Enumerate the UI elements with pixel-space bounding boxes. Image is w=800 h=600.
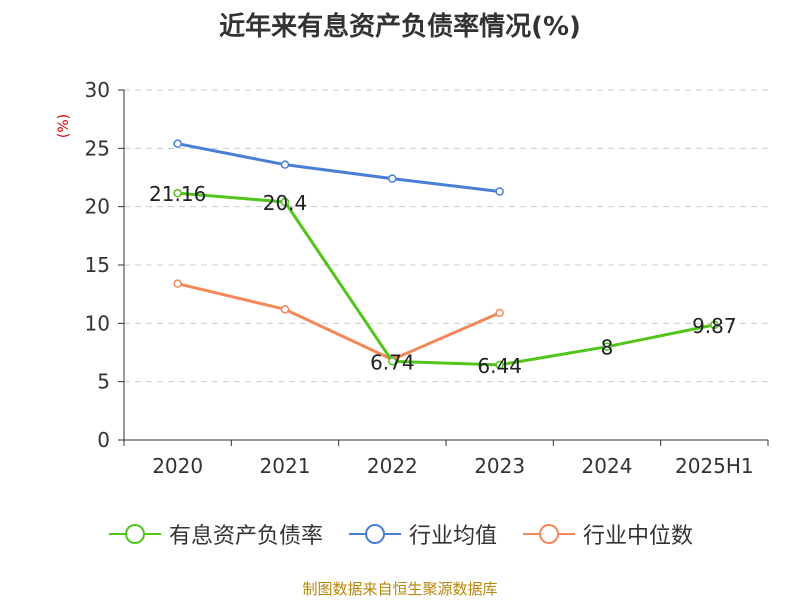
data-label: 8	[601, 336, 614, 360]
x-tick-label: 2022	[367, 454, 418, 478]
series-point	[495, 187, 504, 196]
series-point	[173, 139, 182, 148]
legend-swatch-icon	[523, 524, 575, 544]
legend-swatch-icon	[348, 524, 401, 544]
y-tick-label: 30	[85, 78, 110, 102]
series-line	[177, 142, 500, 193]
legend-label: 有息资产负债率	[168, 524, 323, 549]
legend-label: 行业均值	[408, 524, 497, 549]
series-point	[173, 188, 182, 198]
x-tick-label: 2020	[152, 454, 203, 478]
data-label: 20.4	[263, 191, 308, 215]
series-line	[177, 191, 715, 367]
label-layer: 21.16 20.4 6.74 6.44 8 9.87	[149, 182, 737, 378]
legend-swatch-icon	[108, 524, 161, 544]
y-tick-label: 5	[97, 370, 110, 394]
y-tick-label: 15	[85, 253, 110, 277]
x-tick-label: 2021	[260, 454, 311, 478]
y-axis-label: (%)	[56, 114, 72, 138]
series-point	[388, 174, 397, 183]
series-point	[173, 279, 182, 288]
x-tick-label: 2024	[582, 454, 633, 478]
source-note: 制图数据来自恒生聚源数据库	[302, 580, 498, 598]
x-tick-label: 2025H1	[675, 454, 754, 478]
x-tick-label: 2023	[474, 454, 525, 478]
series-point	[495, 360, 504, 370]
series-point	[280, 197, 290, 207]
series-point	[602, 342, 612, 351]
legend: 有息资产负债率 行业均值 行业中位数	[0, 518, 800, 550]
chart-title: 近年来有息资产负债率情况(%)	[219, 12, 581, 42]
data-label: 21.16	[149, 182, 206, 206]
series-point	[495, 308, 504, 318]
legend-item[interactable]: 有息资产负债率	[107, 518, 323, 550]
axis-layer: 0 5 10 15 20 25 30 2020 2021 2022 2023 2024 2025H1	[85, 78, 769, 478]
series-point	[388, 357, 397, 366]
data-label: 6.44	[477, 354, 522, 378]
data-label: 9.87	[692, 314, 737, 338]
series-layer	[173, 139, 719, 370]
y-tick-label: 20	[85, 195, 110, 219]
legend-item[interactable]: 行业中位数	[521, 518, 693, 550]
series-point	[280, 160, 290, 169]
y-tick-label: 10	[85, 311, 110, 335]
series-line	[177, 282, 501, 361]
data-label: 6.74	[370, 350, 415, 374]
series-point	[710, 320, 719, 330]
series-point	[280, 305, 290, 314]
y-tick-label: 0	[97, 428, 110, 452]
legend-label: 行业中位数	[583, 524, 694, 549]
y-tick-label: 25	[85, 136, 110, 160]
grid-layer	[124, 89, 768, 383]
legend-item[interactable]: 行业均值	[347, 518, 497, 550]
